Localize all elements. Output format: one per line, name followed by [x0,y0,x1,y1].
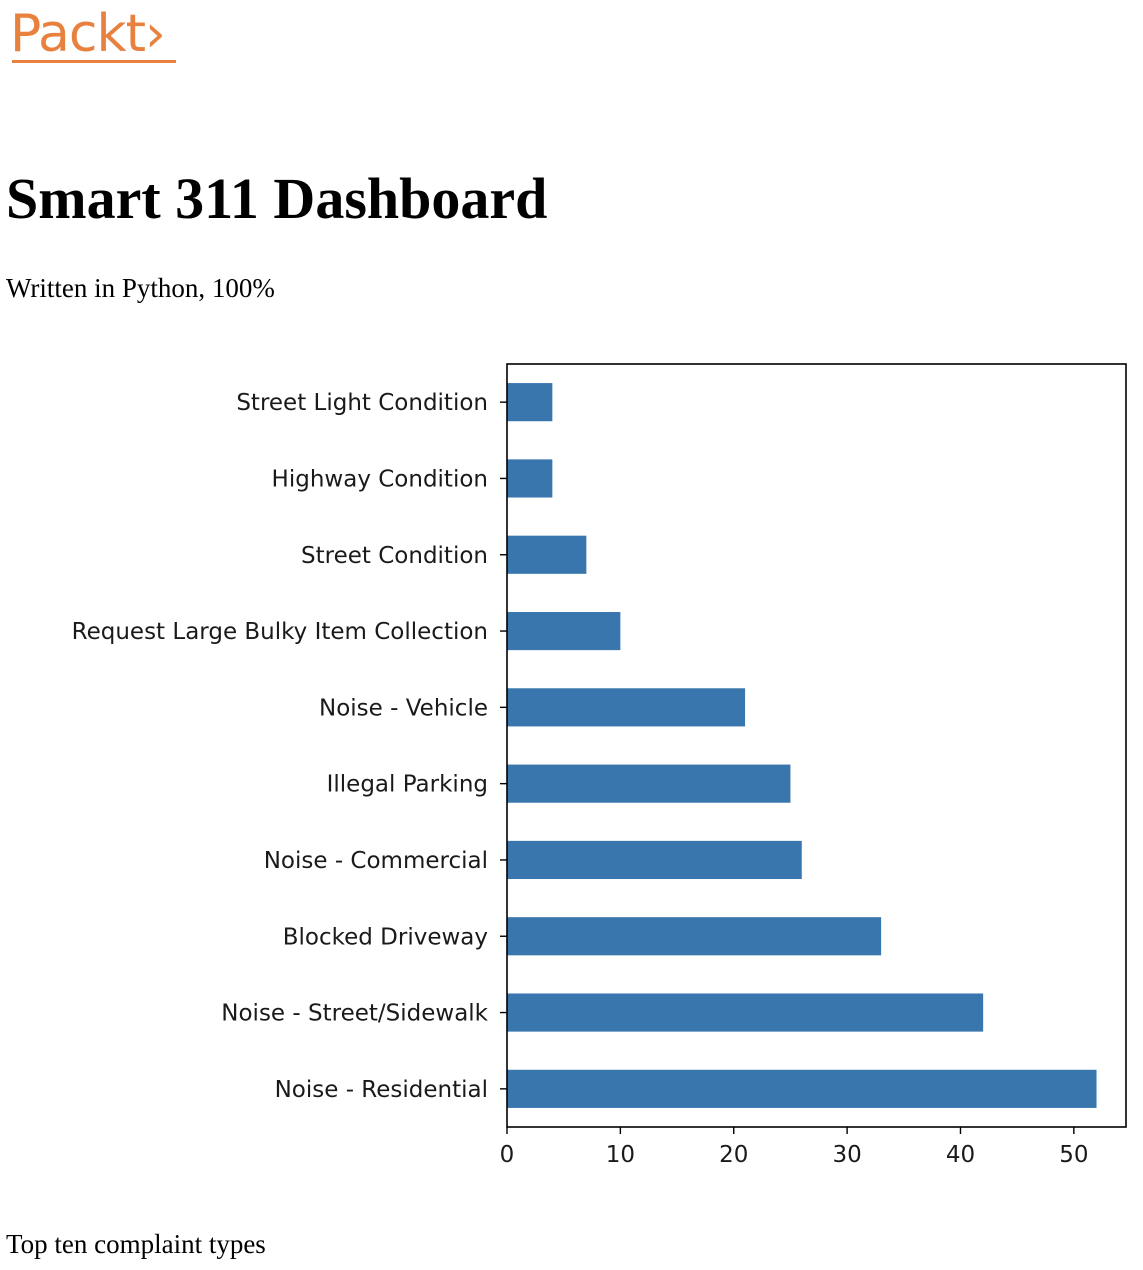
chart-category-labels: Street Light Condition Highway Condition S… [72,390,507,1103]
page-title: Smart 311 Dashboard [6,166,548,231]
category-label: Blocked Driveway [283,924,488,950]
category-label: Noise - Vehicle [319,695,488,721]
packt-logo[interactable]: Packt› [10,4,166,64]
bar-noise-commercial [507,840,802,880]
x-tick-label: 40 [946,1142,975,1168]
bar-street-light-condition [507,383,553,422]
category-label: Illegal Parking [327,772,488,798]
bar-noise-residential [507,1069,1097,1108]
chart-bars [507,383,1097,1108]
category-label: Street Light Condition [236,390,488,416]
x-tick-label: 10 [606,1142,635,1168]
category-label: Request Large Bulky Item Collection [72,619,488,645]
logo-underline [12,60,176,63]
x-tick-label: 50 [1059,1142,1088,1168]
category-label: Highway Condition [272,466,488,492]
bar-highway-condition [507,459,553,498]
bar-illegal-parking [507,764,791,803]
category-label: Noise - Commercial [264,848,488,874]
x-tick-label: 20 [719,1142,748,1168]
complaint-types-bar-chart: Street Light Condition Highway Condition S… [72,363,1127,1168]
bar-blocked-driveway [507,917,882,956]
category-label: Street Condition [301,543,488,569]
bar-request-large-bulky-item-collection [507,611,621,651]
bar-noise-vehicle [507,688,746,727]
x-tick-label: 30 [832,1142,861,1168]
page-subtitle: Written in Python, 100% [6,273,275,303]
category-label: Noise - Street/Sidewalk [221,1001,488,1027]
bar-street-condition [507,535,587,574]
category-label: Noise - Residential [275,1077,488,1103]
chart-frame [506,363,1127,1128]
chart-caption: Top ten complaint types [6,1229,266,1259]
bar-noise-street-sidewalk [507,993,984,1032]
x-tick-label: 0 [500,1142,515,1168]
chart-x-ticks: 0 10 20 30 40 50 [500,1127,1088,1168]
